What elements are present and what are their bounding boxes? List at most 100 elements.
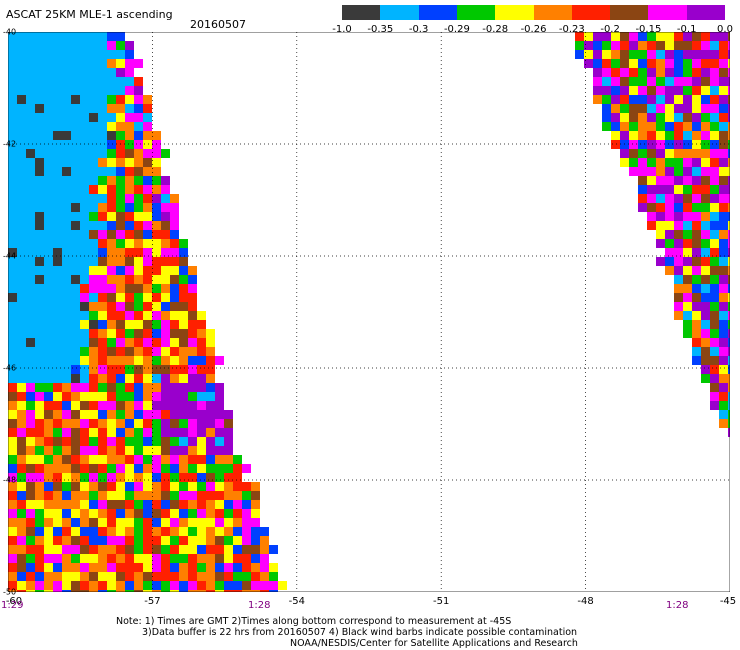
data-cell bbox=[8, 221, 17, 230]
data-cell bbox=[602, 86, 611, 95]
data-cell bbox=[35, 59, 44, 68]
data-cell bbox=[98, 140, 107, 149]
data-cell bbox=[179, 536, 188, 545]
data-cell bbox=[728, 230, 730, 239]
data-cell bbox=[161, 572, 170, 581]
data-cell bbox=[8, 77, 17, 86]
data-cell bbox=[80, 437, 89, 446]
data-cell bbox=[125, 464, 134, 473]
data-cell bbox=[143, 446, 152, 455]
data-cell bbox=[701, 140, 710, 149]
data-cell bbox=[683, 320, 692, 329]
data-cell bbox=[161, 176, 170, 185]
data-cell bbox=[116, 167, 125, 176]
data-cell bbox=[62, 365, 71, 374]
longitude-label: -45 bbox=[719, 596, 737, 607]
data-cell bbox=[161, 329, 170, 338]
data-cell bbox=[98, 437, 107, 446]
data-cell bbox=[62, 527, 71, 536]
data-cell bbox=[98, 104, 107, 113]
data-cell bbox=[143, 347, 152, 356]
data-cell bbox=[719, 410, 728, 419]
scale-swatch bbox=[571, 5, 611, 20]
data-cell bbox=[107, 392, 116, 401]
data-cell bbox=[143, 563, 152, 572]
data-cell bbox=[98, 491, 107, 500]
data-cell bbox=[116, 518, 125, 527]
data-cell bbox=[179, 545, 188, 554]
data-cell bbox=[170, 284, 179, 293]
data-cell bbox=[242, 572, 251, 581]
data-cell bbox=[107, 311, 116, 320]
data-cell bbox=[26, 392, 35, 401]
data-cell bbox=[197, 320, 206, 329]
data-cell bbox=[206, 581, 215, 590]
data-cell bbox=[179, 491, 188, 500]
data-cell bbox=[683, 32, 692, 41]
data-cell bbox=[719, 131, 728, 140]
data-cell bbox=[683, 248, 692, 257]
data-cell bbox=[26, 248, 35, 257]
data-cell bbox=[35, 122, 44, 131]
data-cell bbox=[152, 131, 161, 140]
data-cell bbox=[71, 554, 80, 563]
data-cell bbox=[62, 239, 71, 248]
data-cell bbox=[674, 239, 683, 248]
data-cell bbox=[143, 428, 152, 437]
data-cell bbox=[134, 554, 143, 563]
data-cell bbox=[44, 320, 53, 329]
data-cell bbox=[188, 419, 197, 428]
data-cell bbox=[89, 446, 98, 455]
data-cell bbox=[242, 500, 251, 509]
data-cell bbox=[728, 410, 730, 419]
data-cell bbox=[26, 158, 35, 167]
data-cell bbox=[71, 536, 80, 545]
data-cell bbox=[26, 257, 35, 266]
data-cell bbox=[8, 122, 17, 131]
data-cell bbox=[44, 392, 53, 401]
data-cell bbox=[8, 572, 17, 581]
data-cell bbox=[89, 464, 98, 473]
data-cell bbox=[17, 41, 26, 50]
data-cell bbox=[215, 473, 224, 482]
data-cell bbox=[197, 473, 206, 482]
data-cell bbox=[674, 275, 683, 284]
data-cell bbox=[62, 293, 71, 302]
data-cell bbox=[53, 212, 62, 221]
data-cell bbox=[62, 545, 71, 554]
data-cell bbox=[125, 158, 134, 167]
data-cell bbox=[134, 293, 143, 302]
data-cell bbox=[71, 194, 80, 203]
data-cell bbox=[179, 329, 188, 338]
data-cell bbox=[188, 392, 197, 401]
data-cell bbox=[107, 338, 116, 347]
data-cell bbox=[170, 590, 179, 592]
data-cell bbox=[26, 131, 35, 140]
data-cell bbox=[638, 113, 647, 122]
data-cell bbox=[80, 59, 89, 68]
data-cell bbox=[134, 212, 143, 221]
data-cell bbox=[125, 347, 134, 356]
data-cell bbox=[125, 356, 134, 365]
data-cell bbox=[728, 392, 730, 401]
data-cell bbox=[98, 500, 107, 509]
data-cell bbox=[161, 311, 170, 320]
data-cell bbox=[170, 518, 179, 527]
data-cell bbox=[224, 455, 233, 464]
data-cell bbox=[116, 455, 125, 464]
data-cell bbox=[98, 185, 107, 194]
data-cell bbox=[233, 491, 242, 500]
data-cell bbox=[17, 95, 26, 104]
data-cell bbox=[8, 491, 17, 500]
data-cell bbox=[719, 68, 728, 77]
data-cell bbox=[638, 104, 647, 113]
data-cell bbox=[665, 50, 674, 59]
data-cell bbox=[35, 473, 44, 482]
data-cell bbox=[215, 482, 224, 491]
data-cell bbox=[656, 131, 665, 140]
data-cell bbox=[665, 77, 674, 86]
data-cell bbox=[170, 545, 179, 554]
data-cell bbox=[89, 275, 98, 284]
data-cell bbox=[206, 572, 215, 581]
time-label-mid: 1:28 bbox=[248, 600, 271, 611]
